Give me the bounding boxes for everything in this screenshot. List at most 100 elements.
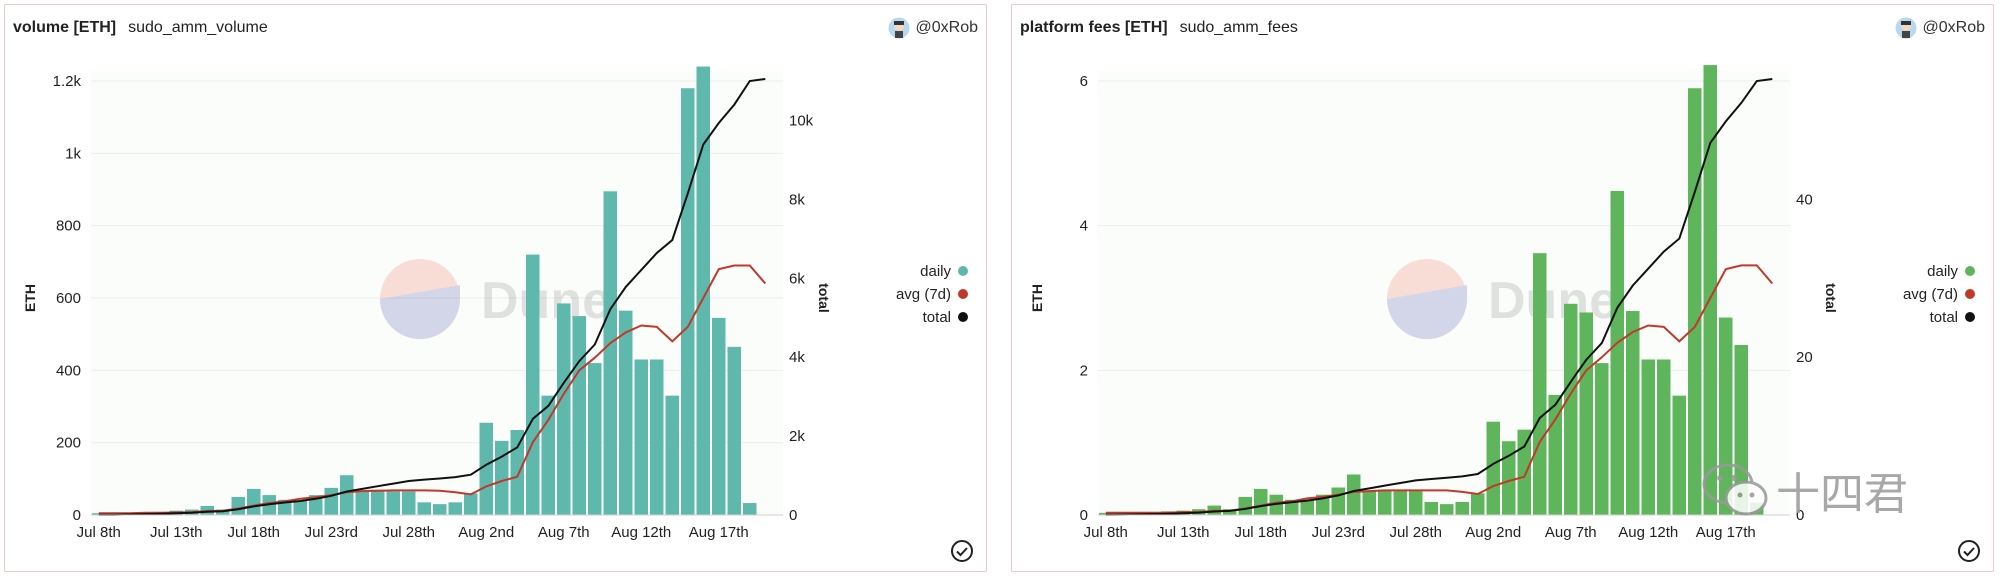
check-circle-icon[interactable] bbox=[1957, 539, 1981, 563]
author-link[interactable]: @0xRob bbox=[888, 17, 979, 39]
x-tick-label: Jul 18th bbox=[1234, 524, 1287, 541]
author-link[interactable]: @0xRob bbox=[1895, 17, 1986, 39]
x-tick-label: Aug 17th bbox=[1696, 524, 1756, 541]
bar bbox=[681, 88, 695, 515]
legend-label: daily bbox=[920, 263, 951, 280]
query-name-link[interactable]: sudo_amm_volume bbox=[128, 19, 268, 36]
bar bbox=[1378, 489, 1392, 515]
legend-marker bbox=[1965, 312, 1975, 322]
x-tick-label: Aug 2nd bbox=[458, 524, 514, 541]
x-tick-label: Jul 8th bbox=[1084, 524, 1128, 541]
bar bbox=[1610, 190, 1624, 516]
watermark-logo-top bbox=[1387, 259, 1467, 339]
bar bbox=[572, 316, 586, 515]
bar bbox=[1641, 359, 1655, 515]
dune-watermark: Dune bbox=[380, 259, 611, 339]
x-tick-label: Jul 13th bbox=[150, 524, 203, 541]
bar bbox=[1223, 509, 1237, 515]
bar bbox=[1424, 501, 1438, 515]
bar bbox=[1300, 500, 1314, 515]
x-tick-label: Jul 28th bbox=[382, 524, 435, 541]
y2-tick-label: 0 bbox=[789, 507, 797, 524]
y2-tick-label: 40 bbox=[1796, 191, 1813, 208]
bar bbox=[433, 504, 447, 515]
bar bbox=[92, 513, 106, 515]
volume-chart: 0 200 400 600 800 1k 1.2k 0 2k 4k 6k 8k 10k ETH total D… bbox=[22, 66, 968, 541]
watermark-logo-top bbox=[380, 259, 460, 339]
bar bbox=[526, 254, 540, 515]
bar bbox=[727, 346, 741, 515]
legend-label: daily bbox=[1927, 263, 1958, 280]
bar bbox=[1393, 491, 1407, 515]
bar bbox=[1254, 488, 1268, 515]
bar bbox=[1657, 359, 1671, 515]
y-tick-label: 1.2k bbox=[53, 73, 82, 90]
bar bbox=[355, 491, 369, 515]
y2-tick-label: 6k bbox=[789, 270, 805, 287]
x-tick-label: Aug 7th bbox=[1545, 524, 1597, 541]
bar bbox=[386, 491, 400, 515]
y-tick-label: 6 bbox=[1080, 73, 1088, 90]
bar bbox=[557, 303, 571, 515]
chart-title: volume [ETH] bbox=[13, 19, 117, 36]
bar bbox=[650, 359, 664, 515]
bar bbox=[1285, 499, 1299, 515]
x-tick-label: Aug 17th bbox=[689, 524, 749, 541]
bar bbox=[743, 503, 757, 515]
bar bbox=[1672, 395, 1686, 515]
bar bbox=[1238, 496, 1252, 515]
x-tick-label: Aug 12th bbox=[1618, 524, 1678, 541]
legend-marker bbox=[958, 312, 968, 322]
author-name: @0xRob bbox=[1922, 19, 1986, 36]
bar bbox=[1362, 491, 1376, 515]
total-line bbox=[1105, 78, 1773, 516]
bar bbox=[588, 363, 602, 515]
bar bbox=[495, 440, 509, 515]
legend-marker bbox=[958, 289, 968, 299]
bar bbox=[324, 487, 338, 515]
bar bbox=[1595, 363, 1609, 515]
author-name: @0xRob bbox=[915, 19, 979, 36]
bar bbox=[1099, 512, 1113, 515]
x-tick-label: Aug 7th bbox=[538, 524, 590, 541]
bar bbox=[696, 66, 710, 516]
check-circle-icon[interactable] bbox=[950, 539, 974, 563]
y2-tick-label: 8k bbox=[789, 191, 805, 208]
legend-marker bbox=[1965, 266, 1975, 276]
bar bbox=[510, 430, 524, 515]
bar bbox=[402, 491, 416, 515]
bar bbox=[1502, 441, 1516, 515]
fees-chart: 0 2 4 6 0 20 40 ETH total Dune Jul 8th Jul 13th Jul … bbox=[1029, 65, 1975, 541]
wechat-icon bbox=[1702, 463, 1768, 516]
bar bbox=[340, 475, 354, 515]
bar bbox=[448, 502, 462, 515]
bar bbox=[417, 502, 431, 515]
bar bbox=[464, 493, 478, 515]
y2-tick-label: 0 bbox=[1796, 507, 1804, 524]
bar bbox=[1734, 345, 1748, 515]
x-tick-label: Jul 23rd bbox=[305, 524, 358, 541]
bar bbox=[634, 359, 648, 515]
bar bbox=[247, 488, 261, 515]
y-tick-label: 4 bbox=[1080, 218, 1088, 235]
volume-chart-panel: volume [ETH] sudo_amm_volume @0xRob 0 200… bbox=[4, 4, 987, 572]
y2-tick-label: 20 bbox=[1796, 349, 1813, 366]
x-tick-label: Aug 2nd bbox=[1465, 524, 1521, 541]
bar bbox=[1688, 88, 1702, 515]
y-tick-label: 600 bbox=[56, 290, 81, 307]
bar bbox=[1486, 421, 1500, 515]
bar bbox=[1517, 429, 1531, 515]
y2-axis-title: total bbox=[1823, 283, 1839, 313]
y-axis-title: ETH bbox=[1029, 284, 1045, 312]
y-tick-label: 0 bbox=[1080, 507, 1088, 524]
legend-marker bbox=[1965, 289, 1975, 299]
y-tick-label: 0 bbox=[73, 507, 81, 524]
y-tick-label: 800 bbox=[56, 218, 81, 235]
legend-label: avg (7d) bbox=[896, 286, 951, 303]
bar bbox=[1579, 312, 1593, 515]
y-axis-title: ETH bbox=[22, 284, 38, 312]
y2-tick-label: 4k bbox=[789, 349, 805, 366]
fees-chart-panel: platform fees [ETH] sudo_amm_fees @0xRob… bbox=[1011, 4, 1994, 572]
bar bbox=[619, 310, 633, 515]
query-name-link[interactable]: sudo_amm_fees bbox=[1179, 19, 1298, 36]
